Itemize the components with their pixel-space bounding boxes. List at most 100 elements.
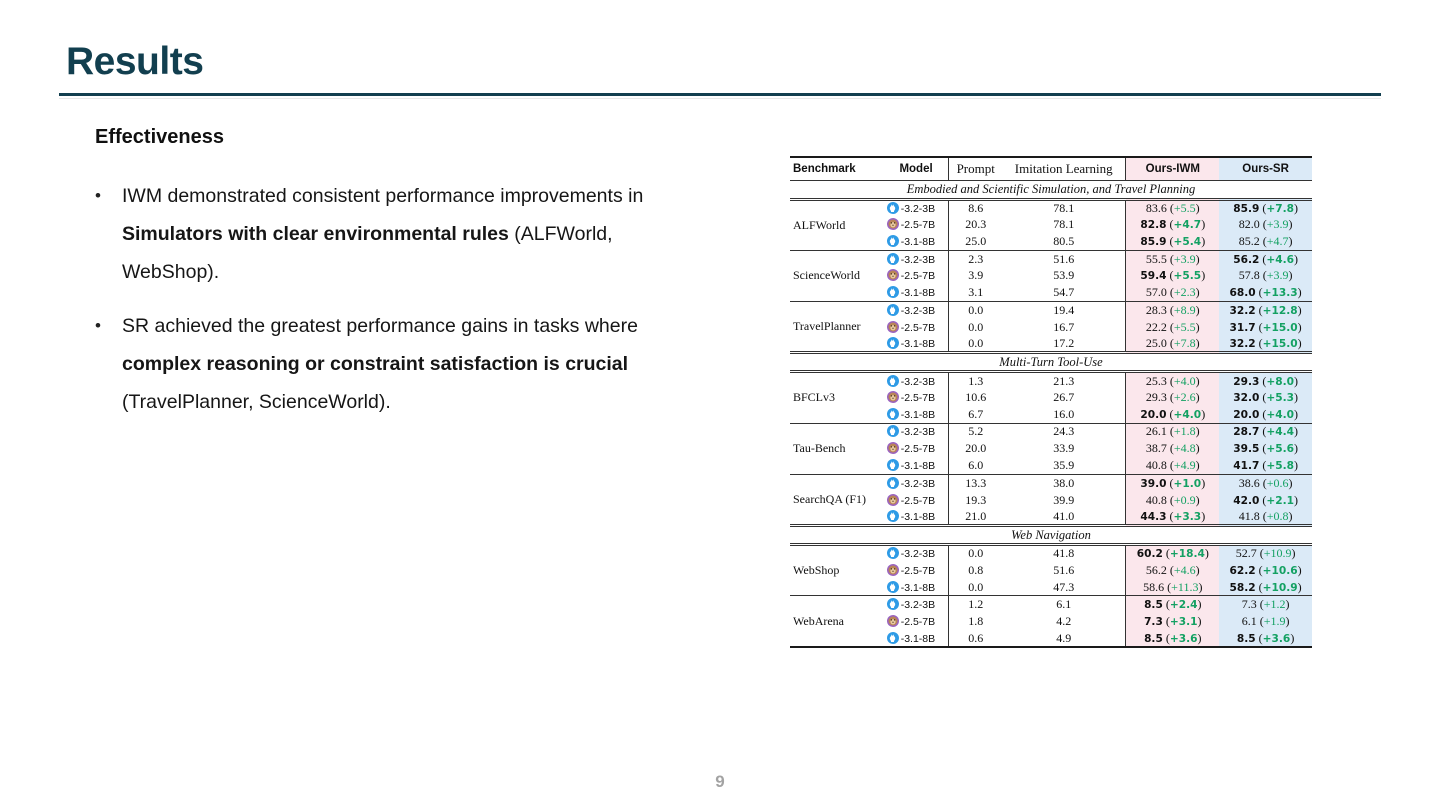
section-title: Multi-Turn Tool-Use <box>790 351 1312 374</box>
paren: ( <box>1162 597 1170 612</box>
prompt-score: 0.0 <box>968 579 984 594</box>
prompt-score: 0.0 <box>968 336 984 351</box>
prompt-score: 20.0 <box>965 441 987 456</box>
score-value: 83.6 <box>1145 200 1167 215</box>
imitation-learning-score: 6.1 <box>1002 595 1127 614</box>
col-model-header: Model <box>883 157 950 180</box>
paren: ( <box>1166 562 1174 577</box>
results-table: Benchmark Model Prompt Imitation Learning Ou… <box>790 156 1312 649</box>
benchmark-name: SearchQA (F1) <box>790 473 884 526</box>
imitation-learning-score: 47.3 <box>1002 578 1127 596</box>
model-cell: -3.2-3B <box>883 301 950 319</box>
ours-iwm-score: 58.6 (+11.3) <box>1125 578 1220 596</box>
prompt-score: 5.2 <box>948 422 1003 441</box>
paren: ( <box>1255 630 1263 645</box>
score-value: 8.5 <box>1144 599 1163 612</box>
paren: ( <box>1166 492 1174 507</box>
section-header-row: Web Navigation <box>790 524 1312 547</box>
score-delta: +4.9 <box>1173 458 1196 473</box>
paren: ) <box>1291 546 1296 561</box>
paren: ( <box>1259 200 1267 215</box>
ours-sr-score: 20.0 (+4.0) <box>1219 406 1312 424</box>
bullet-text-line: complex reasoning or constraint satisfac… <box>122 345 720 383</box>
score-delta: +13.3 <box>1262 287 1298 300</box>
table-row: -2.5-7B 1.8 4.2 7.3 (+3.1) 6.1 (+1.9) <box>790 613 1312 631</box>
imitation-learning-score: 78.1 <box>1002 216 1127 234</box>
section-title: Embodied and Scientific Simulation, and … <box>790 179 1312 201</box>
imitation-learning-score: 53.9 <box>1002 267 1127 285</box>
imitation-learning-score: 4.9 <box>1002 630 1127 648</box>
score-delta: +2.4 <box>1169 599 1198 612</box>
qwen-icon <box>886 320 901 334</box>
model-cell: -2.5-7B <box>883 440 950 458</box>
qwen-icon <box>886 493 901 507</box>
score-delta: +1.9 <box>1263 614 1286 629</box>
paren: ) <box>1195 319 1200 334</box>
llama-icon <box>886 201 901 215</box>
llama-icon <box>886 509 901 523</box>
table-row: -3.1-8B 0.0 17.2 25.0 (+7.8) 32.2 (+15.0) <box>790 335 1312 353</box>
paren: ) <box>1195 251 1200 266</box>
paren: ) <box>1195 492 1200 507</box>
model-label: -3.2-3B <box>900 375 936 388</box>
paren: ) <box>1294 406 1298 421</box>
paren: ( <box>1256 614 1264 629</box>
paren: ) <box>1288 268 1293 283</box>
llama-icon <box>886 374 901 388</box>
score-delta: +5.5 <box>1173 319 1196 334</box>
ours-sr-score: 8.5 (+3.6) <box>1219 630 1312 648</box>
paren: ( <box>1166 458 1174 473</box>
score-delta: +4.7 <box>1173 219 1202 232</box>
model-label: -3.1-8B <box>900 287 936 300</box>
score-delta: +2.6 <box>1173 389 1196 404</box>
score-value: 40.8 <box>1145 458 1167 473</box>
paren: ) <box>1201 217 1206 232</box>
model-cell: -2.5-7B <box>883 318 950 336</box>
ours-sr-score: 32.2 (+15.0) <box>1219 335 1312 353</box>
bullet-bold-segment: complex reasoning or constraint satisfac… <box>122 353 629 375</box>
score-value: 60.2 <box>1136 548 1163 561</box>
paren: ( <box>1162 614 1170 629</box>
ours-iwm-score: 25.0 (+7.8) <box>1125 335 1220 353</box>
score-value: 85.9 <box>1140 235 1167 248</box>
section-title: Web Navigation <box>790 524 1312 547</box>
paren: ) <box>1201 406 1206 421</box>
model-label: -3.2-3B <box>900 599 936 612</box>
table-row: -3.1-8B 25.0 80.5 85.9 (+5.4) 85.2 (+4.7) <box>790 233 1312 251</box>
score-value: 22.2 <box>1145 319 1167 334</box>
score-value: 55.5 <box>1145 251 1167 266</box>
imitation-learning-score: 24.3 <box>1002 422 1127 441</box>
prompt-score: 25.0 <box>965 233 987 248</box>
paren: ( <box>1166 508 1174 523</box>
bullet-segment: SR achieved the greatest performance gai… <box>122 315 638 337</box>
score-value: 68.0 <box>1229 287 1256 300</box>
score-value: 58.6 <box>1143 579 1165 594</box>
title-divider <box>59 93 1381 96</box>
score-value: 31.7 <box>1229 321 1256 334</box>
bullet-text-line: IWM demonstrated consistent performance … <box>122 177 720 215</box>
model-cell: -3.2-3B <box>883 422 950 441</box>
table-row: TravelPlanner -3.2-3B 0.0 19.4 28.3 (+8.9) 32… <box>790 301 1312 353</box>
score-delta: +15.0 <box>1262 321 1298 334</box>
model-cell: -2.5-7B <box>883 561 950 579</box>
score-delta: +8.0 <box>1266 375 1294 388</box>
score-delta: +2.3 <box>1173 285 1196 300</box>
prompt-score: 8.6 <box>948 198 1003 217</box>
table-row: WebArena -3.2-3B 1.2 6.1 8.5 (+2.4) 7.3 (+1.2… <box>790 595 1312 648</box>
paren: ) <box>1197 630 1202 645</box>
score-delta: +1.2 <box>1263 597 1286 612</box>
paren: ( <box>1255 319 1263 334</box>
score-value: 56.2 <box>1233 253 1260 266</box>
section-heading: Effectiveness <box>95 126 224 148</box>
prompt-score: 1.3 <box>948 371 1003 389</box>
paren: ( <box>1166 319 1174 334</box>
score-value: 62.2 <box>1229 564 1256 577</box>
bullet-item: • IWM demonstrated consistent performance… <box>95 177 720 291</box>
ours-iwm-score: 40.8 (+4.9) <box>1125 457 1220 475</box>
ours-sr-score: 85.2 (+4.7) <box>1219 233 1312 251</box>
bullet-segment: (ALFWorld, <box>508 223 613 245</box>
score-delta: +4.7 <box>1266 233 1289 248</box>
table-row: -3.1-8B 6.7 16.0 20.0 (+4.0) 20.0 (+4.0) <box>790 406 1312 424</box>
model-label: -2.5-7B <box>900 391 936 404</box>
llama-icon <box>886 547 901 560</box>
